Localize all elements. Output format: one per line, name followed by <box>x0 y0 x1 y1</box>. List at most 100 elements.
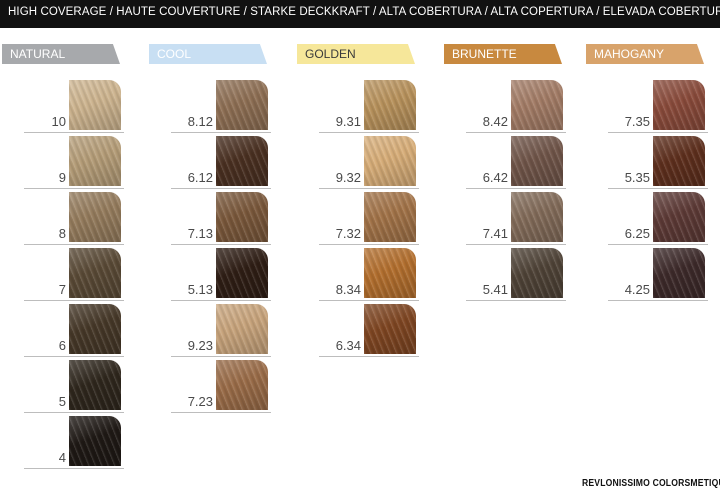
shade-code: 6.42 <box>482 170 508 185</box>
shade-item[interactable]: 5.41 <box>444 248 574 304</box>
brand-logo: REVLONISSIMO COLORSMETIQUE™ <box>582 478 720 489</box>
hair-swatch[interactable] <box>216 192 268 242</box>
hair-swatch[interactable] <box>364 80 416 130</box>
shade-code: 5.35 <box>624 170 650 185</box>
shade-divider <box>319 300 419 301</box>
hair-swatch[interactable] <box>216 360 268 410</box>
shade-code: 9.23 <box>187 338 213 353</box>
shade-code: 7.35 <box>624 114 650 129</box>
hair-swatch[interactable] <box>69 248 121 298</box>
shade-code: 4.25 <box>624 282 650 297</box>
category-label: GOLDEN <box>305 47 356 61</box>
category-header: MAHOGANY <box>586 44 704 64</box>
category-column-natural: NATURAL 10 9 8 7 6 5 4 <box>2 44 132 484</box>
shade-item[interactable]: 7.35 <box>586 80 716 136</box>
hair-swatch[interactable] <box>364 304 416 354</box>
shade-code: 8.12 <box>187 114 213 129</box>
shade-divider <box>24 356 124 357</box>
shade-item[interactable]: 5.35 <box>586 136 716 192</box>
shade-divider <box>24 244 124 245</box>
shade-item[interactable]: 8.12 <box>149 80 279 136</box>
shade-divider <box>24 468 124 469</box>
shade-divider <box>608 132 708 133</box>
shade-code: 10 <box>51 114 66 129</box>
shade-item[interactable]: 7.23 <box>149 360 279 416</box>
shade-item[interactable]: 6 <box>2 304 132 360</box>
shade-item[interactable]: 8.42 <box>444 80 574 136</box>
hair-swatch[interactable] <box>653 80 705 130</box>
shade-code: 9.31 <box>335 114 361 129</box>
hair-swatch[interactable] <box>653 248 705 298</box>
hair-swatch[interactable] <box>216 304 268 354</box>
hair-swatch[interactable] <box>69 80 121 130</box>
category-label: COOL <box>157 47 192 61</box>
hair-swatch[interactable] <box>511 192 563 242</box>
shade-divider <box>319 132 419 133</box>
hair-swatch[interactable] <box>364 192 416 242</box>
shade-item[interactable]: 9.31 <box>297 80 427 136</box>
shade-divider <box>319 356 419 357</box>
hair-swatch[interactable] <box>216 80 268 130</box>
shade-item[interactable]: 4.25 <box>586 248 716 304</box>
shade-code: 6.25 <box>624 226 650 241</box>
hair-swatch[interactable] <box>216 248 268 298</box>
shade-item[interactable]: 9 <box>2 136 132 192</box>
shade-item[interactable]: 5.13 <box>149 248 279 304</box>
category-column-brunette: BRUNETTE 8.42 6.42 7.41 5.41 <box>444 44 574 484</box>
shade-item[interactable]: 6.42 <box>444 136 574 192</box>
category-header: COOL <box>149 44 267 64</box>
shade-item[interactable]: 7.41 <box>444 192 574 248</box>
shade-code: 6 <box>58 338 66 353</box>
shade-code: 4 <box>58 450 66 465</box>
hair-swatch[interactable] <box>69 136 121 186</box>
hair-swatch[interactable] <box>69 416 121 466</box>
category-column-mahogany: MAHOGANY 7.35 5.35 6.25 4.25 <box>586 44 716 484</box>
shade-item[interactable]: 7.32 <box>297 192 427 248</box>
shade-code: 8 <box>58 226 66 241</box>
shade-divider <box>171 132 271 133</box>
shade-divider <box>171 412 271 413</box>
category-column-golden: GOLDEN 9.31 9.32 7.32 8.34 6.34 <box>297 44 427 484</box>
shade-code: 8.34 <box>335 282 361 297</box>
hair-swatch[interactable] <box>69 360 121 410</box>
shade-item[interactable]: 8 <box>2 192 132 248</box>
hair-swatch[interactable] <box>216 136 268 186</box>
shade-item[interactable]: 9.23 <box>149 304 279 360</box>
category-label: NATURAL <box>10 47 66 61</box>
hair-swatch[interactable] <box>653 192 705 242</box>
shade-divider <box>171 300 271 301</box>
shade-item[interactable]: 5 <box>2 360 132 416</box>
shade-code: 7 <box>58 282 66 297</box>
hair-swatch[interactable] <box>69 192 121 242</box>
shade-item[interactable]: 6.12 <box>149 136 279 192</box>
shade-item[interactable]: 10 <box>2 80 132 136</box>
shade-divider <box>24 132 124 133</box>
shade-code: 7.41 <box>482 226 508 241</box>
hair-swatch[interactable] <box>511 80 563 130</box>
shade-divider <box>24 412 124 413</box>
shade-divider <box>608 300 708 301</box>
hair-swatch[interactable] <box>653 136 705 186</box>
shade-code: 5 <box>58 394 66 409</box>
shade-divider <box>24 188 124 189</box>
shade-code: 9.32 <box>335 170 361 185</box>
hair-swatch[interactable] <box>69 304 121 354</box>
shade-divider <box>466 300 566 301</box>
shade-item[interactable]: 6.34 <box>297 304 427 360</box>
shade-divider <box>608 244 708 245</box>
shade-item[interactable]: 6.25 <box>586 192 716 248</box>
hair-swatch[interactable] <box>511 136 563 186</box>
shade-divider <box>24 300 124 301</box>
hair-swatch[interactable] <box>364 248 416 298</box>
shade-item[interactable]: 8.34 <box>297 248 427 304</box>
shade-item[interactable]: 9.32 <box>297 136 427 192</box>
shade-divider <box>466 132 566 133</box>
shade-code: 7.32 <box>335 226 361 241</box>
shade-item[interactable]: 4 <box>2 416 132 472</box>
category-header: NATURAL <box>2 44 120 64</box>
shade-code: 9 <box>58 170 66 185</box>
hair-swatch[interactable] <box>364 136 416 186</box>
shade-item[interactable]: 7 <box>2 248 132 304</box>
shade-item[interactable]: 7.13 <box>149 192 279 248</box>
hair-swatch[interactable] <box>511 248 563 298</box>
